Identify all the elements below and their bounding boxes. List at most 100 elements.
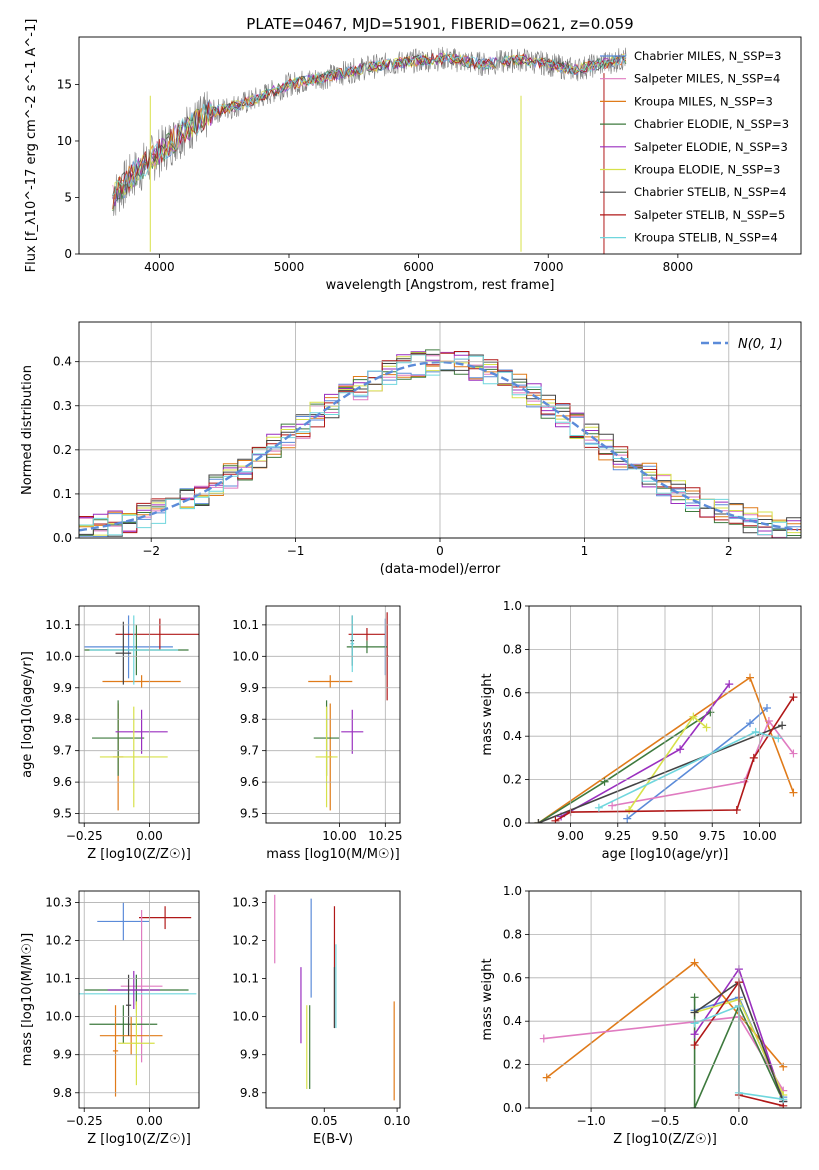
- y-axis-label: age [log10(age/yr)]: [20, 651, 35, 778]
- y-tick-label: 0.1: [53, 487, 72, 501]
- x-axis-label: (data-model)/error: [380, 562, 501, 577]
- point-marker: [764, 717, 773, 726]
- y-tick-label: 10.1: [232, 972, 259, 986]
- y-tick-label: 9.5: [53, 807, 72, 821]
- y-tick-label: 9.9: [240, 681, 259, 695]
- y-tick-label: 0.8: [503, 642, 522, 656]
- y-tick-label: 10.1: [45, 618, 72, 632]
- point-marker: [779, 1062, 788, 1071]
- y-axis-label: mass weight: [480, 958, 495, 1040]
- x-tick-label: 9.75: [699, 829, 726, 843]
- point-marker: [689, 712, 698, 721]
- point-marker: [778, 721, 787, 730]
- x-axis-label: mass [log10(M/M☉)]: [266, 847, 399, 862]
- point-marker: [763, 703, 771, 712]
- y-tick-label: 9.8: [53, 1086, 72, 1100]
- axes-frame: [78, 890, 200, 1109]
- y-tick-label: 9.6: [53, 775, 72, 789]
- panel-mass_vs_z: −0.25 0.00 9.8 9.9 10.0 10.1 10.2 10.3 Z [log10(…: [20, 890, 200, 1147]
- x-tick-label: −0.25: [66, 829, 103, 843]
- x-tick-label: 8000: [663, 260, 694, 274]
- legend-label: Salpeter ELODIE, N_SSP=3: [634, 140, 788, 154]
- axes-frame: [265, 605, 401, 824]
- axes-frame: [265, 890, 401, 1109]
- y-tick-label: 0.4: [53, 355, 72, 369]
- panel-age_vs_mass: 10.00 10.25 9.5 9.6 9.7 9.8 9.9 10.0 10.1 mass [l…: [232, 605, 402, 862]
- x-tick-label: 0.00: [136, 1114, 163, 1128]
- y-axis-label: mass weight: [480, 673, 495, 755]
- x-tick-label: 7000: [533, 260, 564, 274]
- y-tick-label: 9.9: [53, 1048, 72, 1062]
- panel-residuals: −2 −1 0 1 2 0.0 0.1 0.2 0.3 0.4 (data-model)/error…: [20, 321, 802, 577]
- point-marker: [725, 680, 734, 689]
- x-tick-label: 9.50: [652, 829, 679, 843]
- point-marker: [690, 1030, 699, 1039]
- y-tick-label: 9.8: [240, 712, 259, 726]
- point-marker: [600, 777, 609, 786]
- y-tick-label: 10.0: [232, 1010, 259, 1024]
- point-marker: [690, 1104, 699, 1108]
- x-tick-label: 0: [436, 544, 444, 558]
- x-tick-label: −0.25: [66, 1114, 103, 1128]
- axes-frame: [78, 36, 802, 255]
- x-axis-label: age [log10(age/yr)]: [602, 847, 729, 862]
- y-tick-label: 0.2: [503, 1058, 522, 1072]
- panel-spectrum: 4000 5000 6000 7000 8000 0 5 10 15 wavelength [An…: [24, 19, 802, 293]
- panel-weight_vs_age: 9.00 9.25 9.50 9.75 10.00 0.0 0.2 0.4 0.6 0.8 1.0 a…: [480, 599, 802, 862]
- x-tick-label: 4000: [144, 260, 175, 274]
- point-marker: [542, 1073, 551, 1082]
- legend-label: Chabrier STELIB, N_SSP=4: [634, 185, 786, 199]
- point-marker: [534, 819, 543, 823]
- series-line: [611, 719, 795, 807]
- y-tick-label: 10.3: [232, 895, 259, 909]
- y-tick-label: 10.0: [45, 1010, 72, 1024]
- x-tick-label: 9.00: [557, 829, 584, 843]
- point-marker: [789, 693, 798, 702]
- y-tick-label: 1.0: [503, 884, 522, 898]
- x-tick-label: 0.0: [729, 1114, 748, 1128]
- point-marker: [539, 1034, 548, 1043]
- y-tick-label: 9.8: [53, 712, 72, 726]
- normal-curve: [79, 360, 799, 532]
- y-tick-label: 10.3: [45, 895, 72, 909]
- model-line: [112, 52, 627, 210]
- y-tick-label: 9.7: [240, 744, 259, 758]
- y-tick-label: 10.2: [232, 933, 259, 947]
- point-marker: [608, 801, 617, 810]
- y-tick-label: 9.9: [240, 1048, 259, 1062]
- y-tick-label: 10.0: [232, 649, 259, 663]
- axes-frame: [78, 605, 200, 824]
- y-tick-label: 9.6: [240, 775, 259, 789]
- y-tick-label: 0.4: [503, 1014, 522, 1028]
- point-marker: [789, 749, 798, 758]
- panel-mass_vs_ebv: 0.05 0.10 9.8 9.9 10.0 10.1 10.2 10.3 E(B-V): [232, 890, 411, 1147]
- point-marker: [690, 1008, 699, 1017]
- y-tick-label: 0.0: [503, 816, 522, 830]
- x-tick-label: 10.25: [368, 829, 402, 843]
- y-tick-label: 10.1: [232, 618, 259, 632]
- x-tick-label: 0.10: [384, 1114, 411, 1128]
- panel-age_vs_z: −0.25 0.00 9.5 9.6 9.7 9.8 9.9 10.0 10.1 Z [log10…: [20, 605, 200, 862]
- series-line: [538, 724, 783, 823]
- x-tick-label: 0.05: [311, 1114, 338, 1128]
- point-marker: [690, 1041, 699, 1050]
- spectrum-title: PLATE=0467, MJD=51901, FIBERID=0621, z=0…: [246, 15, 633, 33]
- x-tick-label: −0.5: [650, 1114, 679, 1128]
- point-marker: [676, 745, 685, 754]
- y-tick-label: 0.0: [503, 1101, 522, 1115]
- point-marker: [746, 719, 754, 728]
- y-tick-label: 0.6: [503, 971, 522, 985]
- axes-frame: [78, 321, 802, 539]
- legend-label: Salpeter MILES, N_SSP=4: [634, 72, 780, 86]
- y-tick-label: 10.2: [45, 933, 72, 947]
- y-tick-label: 9.9: [53, 681, 72, 695]
- y-axis-label: mass [log10(M/M☉)]: [20, 933, 35, 1066]
- point-marker: [779, 1095, 788, 1104]
- y-axis-label: Flux [f_λ10^-17 erg cm^-2 s^-1 A^-1]: [24, 19, 39, 273]
- legend-label: N(0, 1): [738, 337, 783, 352]
- point-marker: [702, 723, 711, 732]
- y-tick-label: 0.3: [53, 399, 72, 413]
- x-tick-label: −1.0: [577, 1114, 606, 1128]
- y-tick-label: 0.2: [53, 443, 72, 457]
